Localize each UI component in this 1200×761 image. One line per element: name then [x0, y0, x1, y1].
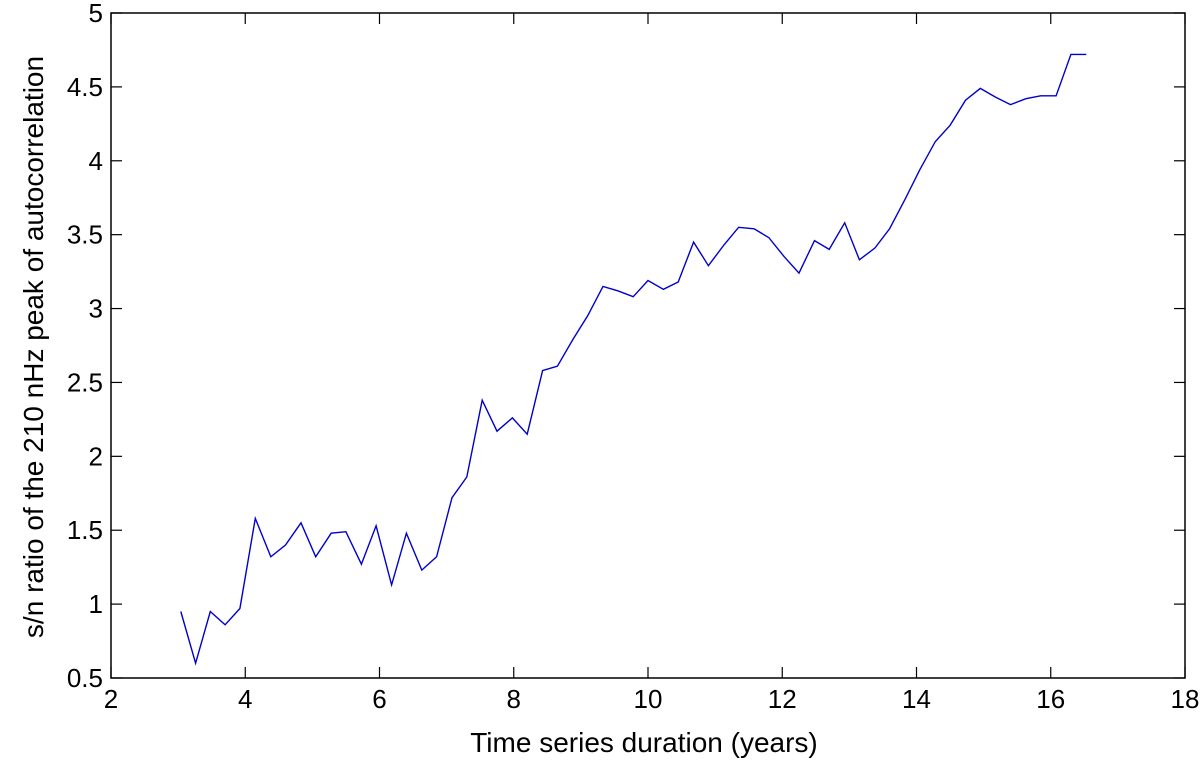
y-tick-label: 1: [89, 589, 103, 619]
y-tick-label: 5: [89, 0, 103, 28]
y-tick-label: 0.5: [67, 663, 103, 693]
x-tick-label: 2: [104, 684, 118, 714]
x-tick-label: 10: [634, 684, 663, 714]
series-line: [180, 53, 1087, 666]
y-axis-ticks: 0.5 1 1.5 2 2.5 3 3.5 4 4.5 5: [67, 0, 1185, 693]
y-tick-label: 1.5: [67, 515, 103, 545]
plot-frame: [110, 12, 1186, 679]
y-tick-label: 4.5: [67, 72, 103, 102]
y-tick-label: 3: [89, 294, 103, 324]
x-tick-label: 16: [1036, 684, 1065, 714]
y-tick-label: 3.5: [67, 220, 103, 250]
x-axis-ticks: 2 4 6 8 10 12 14 16 18: [104, 13, 1200, 714]
x-tick-label: 8: [507, 684, 521, 714]
x-tick-label: 18: [1171, 684, 1200, 714]
plot-area: [110, 12, 1186, 679]
x-tick-label: 14: [902, 684, 931, 714]
y-tick-label: 2.5: [67, 367, 103, 397]
x-axis-label: Time series duration (years): [470, 727, 818, 758]
x-tick-label: 12: [768, 684, 797, 714]
y-tick-label: 4: [89, 146, 103, 176]
x-tick-label: 6: [372, 684, 386, 714]
series-layer: [180, 53, 1087, 666]
y-axis-label: s/n ratio of the 210 nHz peak of autocor…: [18, 56, 49, 638]
x-tick-label: 4: [238, 684, 252, 714]
y-tick-label: 2: [89, 441, 103, 471]
